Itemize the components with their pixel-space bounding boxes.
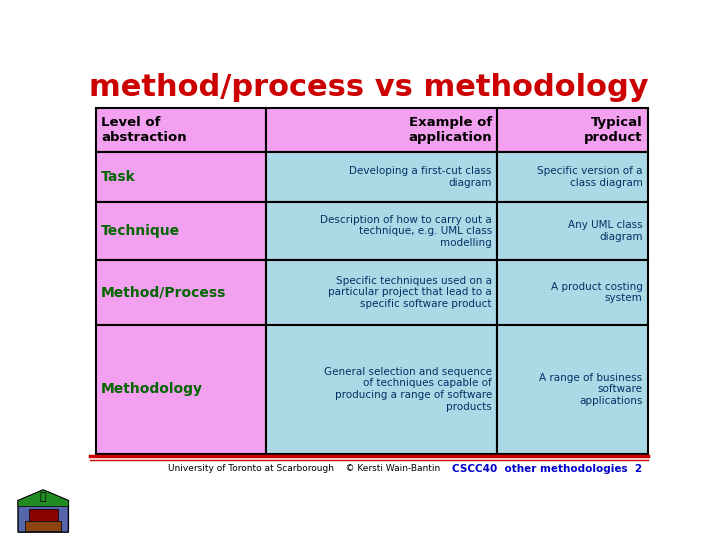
Bar: [96, 202, 266, 260]
Bar: [96, 325, 266, 454]
Bar: [96, 260, 266, 325]
Text: A product costing
system: A product costing system: [551, 282, 642, 303]
Text: Specific techniques used on a
particular project that lead to a
specific softwar: Specific techniques used on a particular…: [328, 276, 492, 309]
Bar: [498, 325, 648, 454]
Text: Any UML class
diagram: Any UML class diagram: [568, 220, 642, 242]
Bar: [25, 522, 61, 531]
Bar: [498, 109, 648, 152]
Bar: [266, 109, 498, 152]
Text: 🌳: 🌳: [40, 492, 47, 502]
Bar: [96, 109, 266, 152]
Polygon shape: [18, 490, 68, 507]
Bar: [266, 202, 498, 260]
Text: Method/Process: Method/Process: [101, 286, 227, 300]
Text: Methodology: Methodology: [101, 382, 203, 396]
Text: University of Toronto at Scarborough    © Kersti Wain-Bantin: University of Toronto at Scarborough © K…: [168, 464, 441, 474]
Text: A range of business
software
applications: A range of business software application…: [539, 373, 642, 406]
Bar: [498, 202, 648, 260]
Bar: [266, 325, 498, 454]
Text: method/process vs methodology: method/process vs methodology: [89, 73, 649, 102]
Bar: [29, 509, 58, 521]
Text: Level of
abstraction: Level of abstraction: [101, 116, 186, 144]
Bar: [266, 260, 498, 325]
Bar: [266, 152, 498, 202]
Text: Typical
product: Typical product: [584, 116, 642, 144]
Text: Developing a first-cut class
diagram: Developing a first-cut class diagram: [349, 166, 492, 188]
Bar: [498, 152, 648, 202]
Text: Specific version of a
class diagram: Specific version of a class diagram: [537, 166, 642, 188]
Text: Task: Task: [101, 170, 136, 184]
Text: Description of how to carry out a
technique, e.g. UML class
modelling: Description of how to carry out a techni…: [320, 214, 492, 248]
Bar: [498, 260, 648, 325]
Text: CSCC40  other methodologies  2: CSCC40 other methodologies 2: [452, 464, 642, 474]
Bar: [96, 152, 266, 202]
Text: Technique: Technique: [101, 224, 180, 238]
Polygon shape: [18, 490, 68, 532]
Text: Example of
application: Example of application: [408, 116, 492, 144]
Text: General selection and sequence
of techniques capable of
producing a range of sof: General selection and sequence of techni…: [324, 367, 492, 411]
